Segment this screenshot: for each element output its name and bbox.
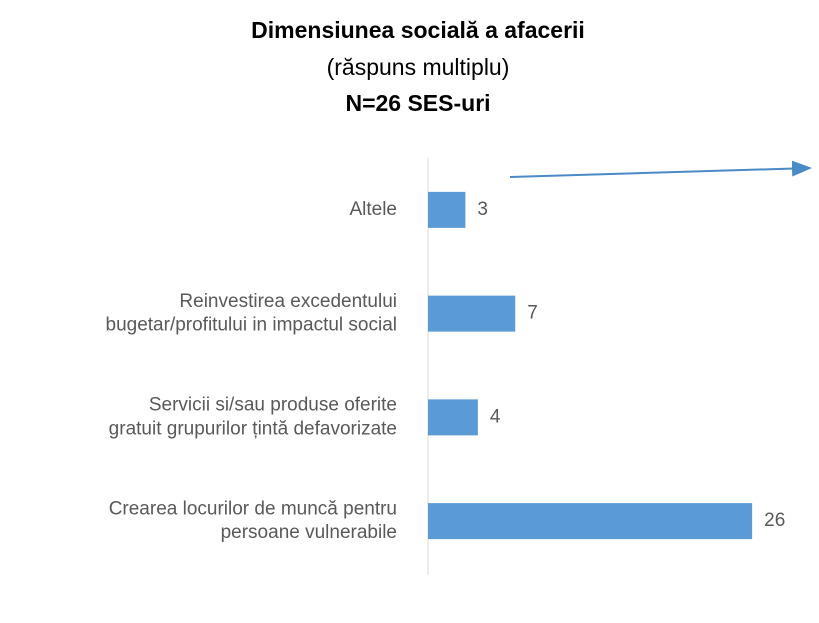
value-label: 3	[477, 199, 488, 220]
value-label: 4	[490, 406, 501, 427]
bar	[428, 399, 478, 436]
value-label: 7	[527, 303, 538, 324]
bar	[428, 295, 516, 332]
chart-title: Dimensiunea socială a afacerii	[251, 17, 585, 43]
bar	[428, 191, 466, 228]
chart-note: N=26 SES-uri	[345, 90, 490, 116]
y-tick-label: Reinvestirea excedentului bugetar/profitu…	[106, 291, 398, 336]
y-tick-label: Servicii si/sau produse oferite gratuit g…	[109, 395, 397, 440]
y-tick-label: Altele	[349, 199, 397, 220]
value-label: 26	[764, 510, 785, 531]
y-tick-label: Crearea locurilor de muncă pentru persoan…	[109, 498, 397, 543]
arrow	[509, 160, 812, 178]
bar	[428, 503, 753, 540]
chart-subtitle: (răspuns multiplu)	[327, 54, 510, 80]
